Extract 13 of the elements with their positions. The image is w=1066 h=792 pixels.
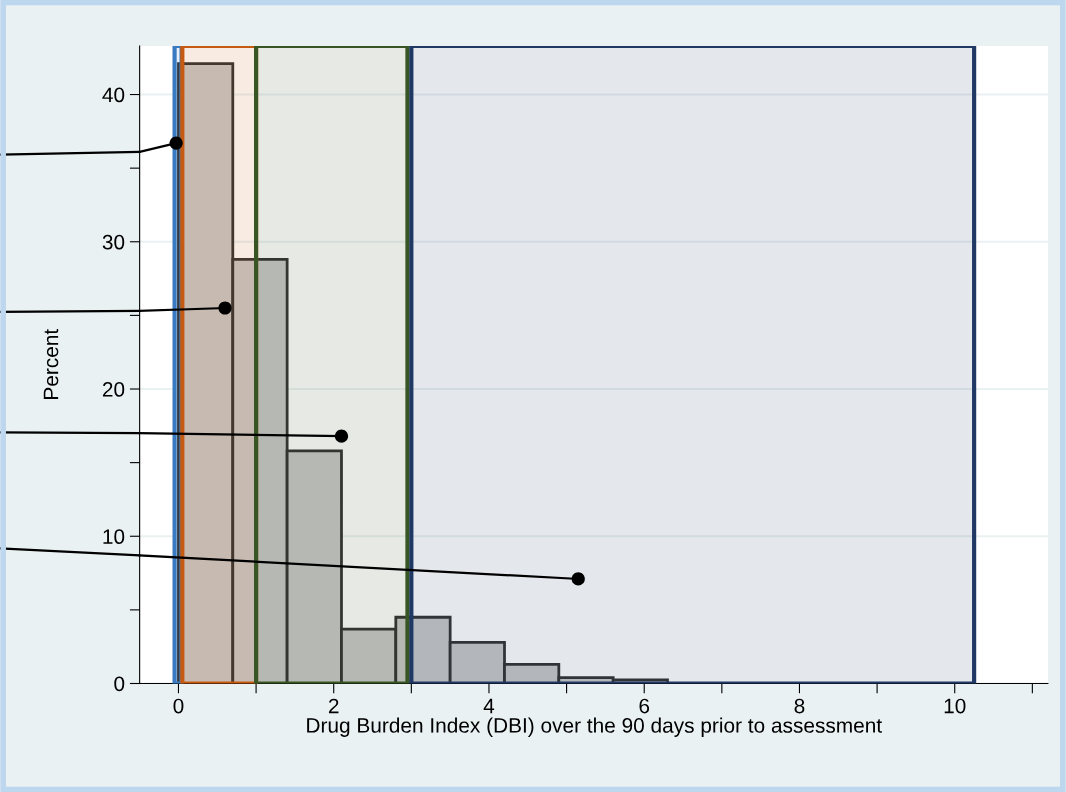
x-tick-label: 6: [639, 698, 650, 714]
y-axis-title: Percent: [43, 328, 59, 399]
x-tick-label: 8: [794, 698, 805, 714]
x-tick-label: 10: [944, 698, 966, 714]
x-tick-label: 2: [328, 698, 339, 714]
y-tick-label: 40: [102, 87, 125, 103]
y-tick-label: 30: [102, 234, 125, 250]
x-axis-title: Drug Burden Index (DBI) over the 90 days prior to assessment: [307, 717, 882, 737]
y-tick-label: 0: [114, 676, 125, 692]
x-tick-label: 4: [483, 698, 495, 714]
y-tick-label: 10: [103, 529, 125, 545]
x-tick-label: 0: [173, 698, 184, 714]
y-tick-label: 20: [102, 382, 125, 397]
